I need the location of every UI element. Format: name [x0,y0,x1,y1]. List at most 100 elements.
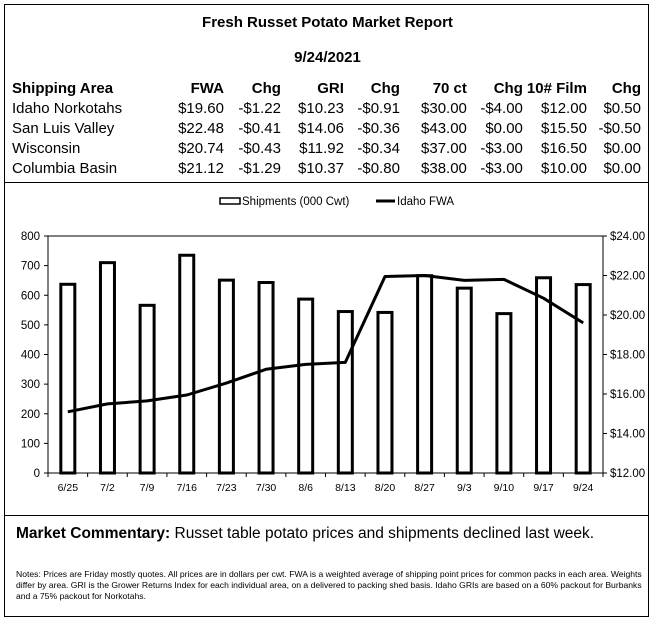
table-cell: -$0.43 [238,139,281,157]
shipments-bar [416,274,434,475]
y-right-tick-label: $12.00 [610,468,645,480]
table-cell: $15.50 [541,119,587,137]
y-left-tick-label: 800 [21,231,40,243]
legend-shipments-label: Shipments (000 Cwt) [242,196,350,208]
y-right-tick-label: $14.00 [610,429,645,441]
y-right-tick-label: $16.00 [610,389,645,401]
price-table-header: Shipping Area FWA Chg GRI Chg 70 ct Chg … [10,78,643,98]
shipments-bar [257,281,275,475]
shipments-bar [178,253,196,475]
x-tick-label: 8/13 [335,482,356,494]
table-cell: -$0.41 [238,119,281,137]
table-cell: $38.00 [421,159,467,177]
table-cell: $0.50 [603,99,641,117]
table-cell: -$3.00 [480,159,523,177]
shipments-bar [535,276,553,475]
column-header: 70 ct [432,79,467,97]
table-cell: Columbia Basin [12,159,118,177]
table-cell: $10.00 [541,159,587,177]
y-right-tick-label: $20.00 [610,310,645,322]
column-header: GRI [317,79,344,97]
commentary-label: Market Commentary: [16,525,171,542]
x-tick-label: 8/6 [298,482,313,494]
x-tick-label: 9/10 [494,482,515,494]
report-date: 9/24/2021 [294,49,361,66]
x-tick-label: 9/17 [533,482,554,494]
table-cell: -$3.00 [480,139,523,157]
x-tick-label: 8/27 [414,482,435,494]
shipments-bar [98,261,116,475]
market-commentary: Market Commentary: Russet table potato p… [16,525,594,543]
table-cell: $43.00 [421,119,467,137]
table-cell: $20.74 [178,139,224,157]
table-cell: $0.00 [603,139,641,157]
shipments-bar [455,286,473,475]
table-cell: $19.60 [178,99,224,117]
shipments-bar [495,312,513,475]
table-cell: $10.37 [298,159,344,177]
table-cell: -$4.00 [480,99,523,117]
shipments-bar [138,303,156,475]
table-cell: Idaho Norkotahs [12,99,123,117]
column-header: FWA [190,79,224,97]
legend-shipments-swatch [219,197,241,205]
legend-fwa-label: Idaho FWA [397,196,454,208]
chart-panel: 0 100 200 300 400 500 600 700 800 $12.00 $14.00 $16… [4,182,649,516]
notes: Notes: Prices are Friday mostly quotes. … [16,569,642,602]
x-tick-label: 9/3 [457,482,472,494]
shipments-bar [217,278,235,475]
table-cell: -$0.80 [357,159,400,177]
table-cell: $11.92 [299,139,344,157]
y-left-tick-label: 700 [21,261,40,273]
table-cell: -$1.29 [238,159,281,177]
x-tick-label: 7/9 [140,482,155,494]
column-header: Chg [370,79,400,97]
report-frame [4,4,649,617]
column-header: Chg [251,79,281,97]
plot-area [47,235,604,474]
table-row: San Luis Valley $22.48 -$0.41 $14.06 -$0… [10,118,643,138]
shipments-bar [574,283,592,475]
table-cell: -$0.34 [357,139,400,157]
y-right-tick-label: $22.00 [610,271,645,283]
x-tick-label: 9/24 [573,482,594,494]
shipments-price-chart: 0 100 200 300 400 500 600 700 800 $12.00 $14.00 $16… [21,196,645,494]
table-cell: -$1.22 [238,99,281,117]
y-left-tick-label: 500 [21,320,40,332]
shipments-bar [59,282,77,475]
y-left-tick-label: 300 [21,379,40,391]
table-cell: $10.23 [298,99,344,117]
table-row: Wisconsin $20.74 -$0.43 $11.92 -$0.34 $3… [10,138,643,158]
table-cell: -$0.91 [357,99,400,117]
table-cell: $21.12 [178,159,224,177]
table-row: Columbia Basin $21.12 -$1.29 $10.37 -$0.… [10,158,643,178]
column-header: Chg [493,79,523,97]
column-header: Chg [611,79,641,97]
y-left-tick-label: 600 [21,290,40,302]
y-right-tick-label: $24.00 [610,231,645,243]
x-tick-label: 7/30 [256,482,277,494]
table-cell: -$0.36 [357,119,400,137]
x-tick-label: 7/2 [100,482,115,494]
table-cell: $0.00 [485,119,523,137]
price-table: Shipping Area FWA Chg GRI Chg 70 ct Chg … [10,78,643,178]
table-cell: $22.48 [178,119,224,137]
shipments-bar [336,310,354,475]
table-cell: $37.00 [421,139,467,157]
y-left-tick-label: 0 [34,468,40,480]
x-tick-label: 7/16 [177,482,198,494]
commentary-text: Russet table potato prices and shipments… [170,525,595,542]
column-header: Shipping Area [12,79,114,97]
x-tick-label: 8/20 [375,482,396,494]
table-cell: $0.00 [603,159,641,177]
table-cell: Wisconsin [12,139,81,157]
table-cell: $12.00 [541,99,587,117]
table-row: Idaho Norkotahs $19.60 -$1.22 $10.23 -$0… [10,98,643,118]
shipments-bar [376,310,394,475]
column-header: 10# Film [526,79,587,97]
table-cell: $14.06 [298,119,344,137]
x-tick-label: 6/25 [58,482,79,494]
shipments-bar [297,297,315,475]
table-cell: San Luis Valley [12,119,115,137]
y-left-tick-label: 400 [21,350,40,362]
